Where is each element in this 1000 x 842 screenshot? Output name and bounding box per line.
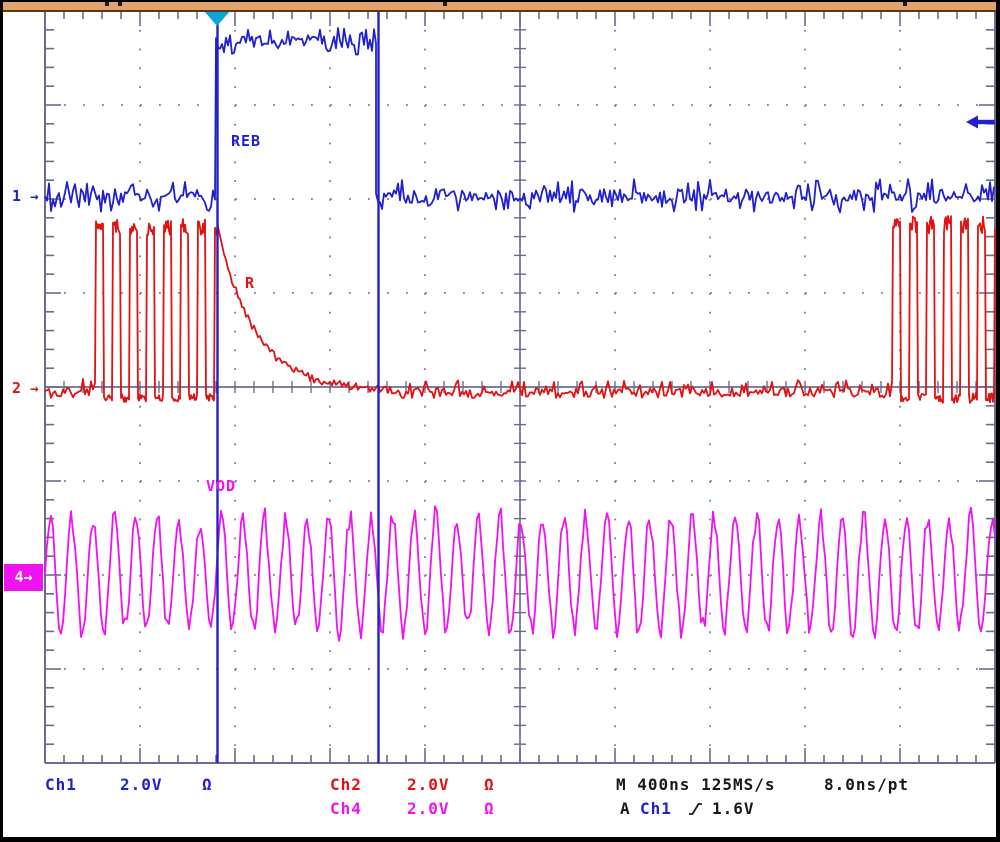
ch4-coupling-readout: Ω xyxy=(484,799,495,818)
ch1-marker-arrow-icon: → xyxy=(30,189,39,205)
ch1-scale-readout: 2.0V xyxy=(120,775,163,794)
trigger-position-marker-icon[interactable] xyxy=(204,11,230,26)
topbar-mark xyxy=(105,2,109,6)
trace-ch2-r xyxy=(44,215,996,404)
resolution-readout: 8.0ns/pt xyxy=(824,775,910,794)
ch2-name-readout: Ch2 xyxy=(330,775,362,794)
ch2-coupling-readout: Ω xyxy=(484,775,495,794)
ch2-ground-marker: 2 → xyxy=(12,379,39,398)
ch1-ground-marker: 1 → xyxy=(12,187,39,206)
top-status-bar xyxy=(3,2,996,12)
ch4-marker-number: 4 xyxy=(14,568,24,586)
trace-ch4-vod xyxy=(44,505,996,642)
ch4-marker-arrow-icon: → xyxy=(23,568,33,586)
trigger-source-readout: Ch1 xyxy=(640,799,672,818)
rising-edge-icon xyxy=(689,803,702,815)
ch4-name-readout: Ch4 xyxy=(330,799,362,818)
ch2-marker-arrow-icon: → xyxy=(30,381,39,397)
topbar-mark xyxy=(903,2,907,6)
topbar-mark xyxy=(443,2,447,6)
trace-label-r: R xyxy=(245,274,256,292)
trigger-mode-readout: A xyxy=(620,799,631,818)
ch2-marker-number: 2 xyxy=(12,379,22,397)
ch1-marker-number: 1 xyxy=(12,187,22,205)
timebase-readout: M 400ns 125MS/s xyxy=(616,775,776,794)
ch2-scale-readout: 2.0V xyxy=(407,775,450,794)
ch1-name-readout: Ch1 xyxy=(45,775,77,794)
trace-ch1-reb xyxy=(44,27,995,214)
trigger-level-bar[interactable] xyxy=(977,119,995,125)
trigger-level-arrow-icon[interactable] xyxy=(966,115,978,129)
topbar-mark xyxy=(118,2,122,6)
trace-label-reb: REB xyxy=(231,132,262,150)
ch4-scale-readout: 2.0V xyxy=(407,799,450,818)
ch1-coupling-readout: Ω xyxy=(202,775,213,794)
trigger-level-readout: 1.6V xyxy=(712,799,755,818)
trace-label-vod: VOD xyxy=(206,477,237,495)
ch4-ground-marker: 4→ xyxy=(4,564,43,591)
